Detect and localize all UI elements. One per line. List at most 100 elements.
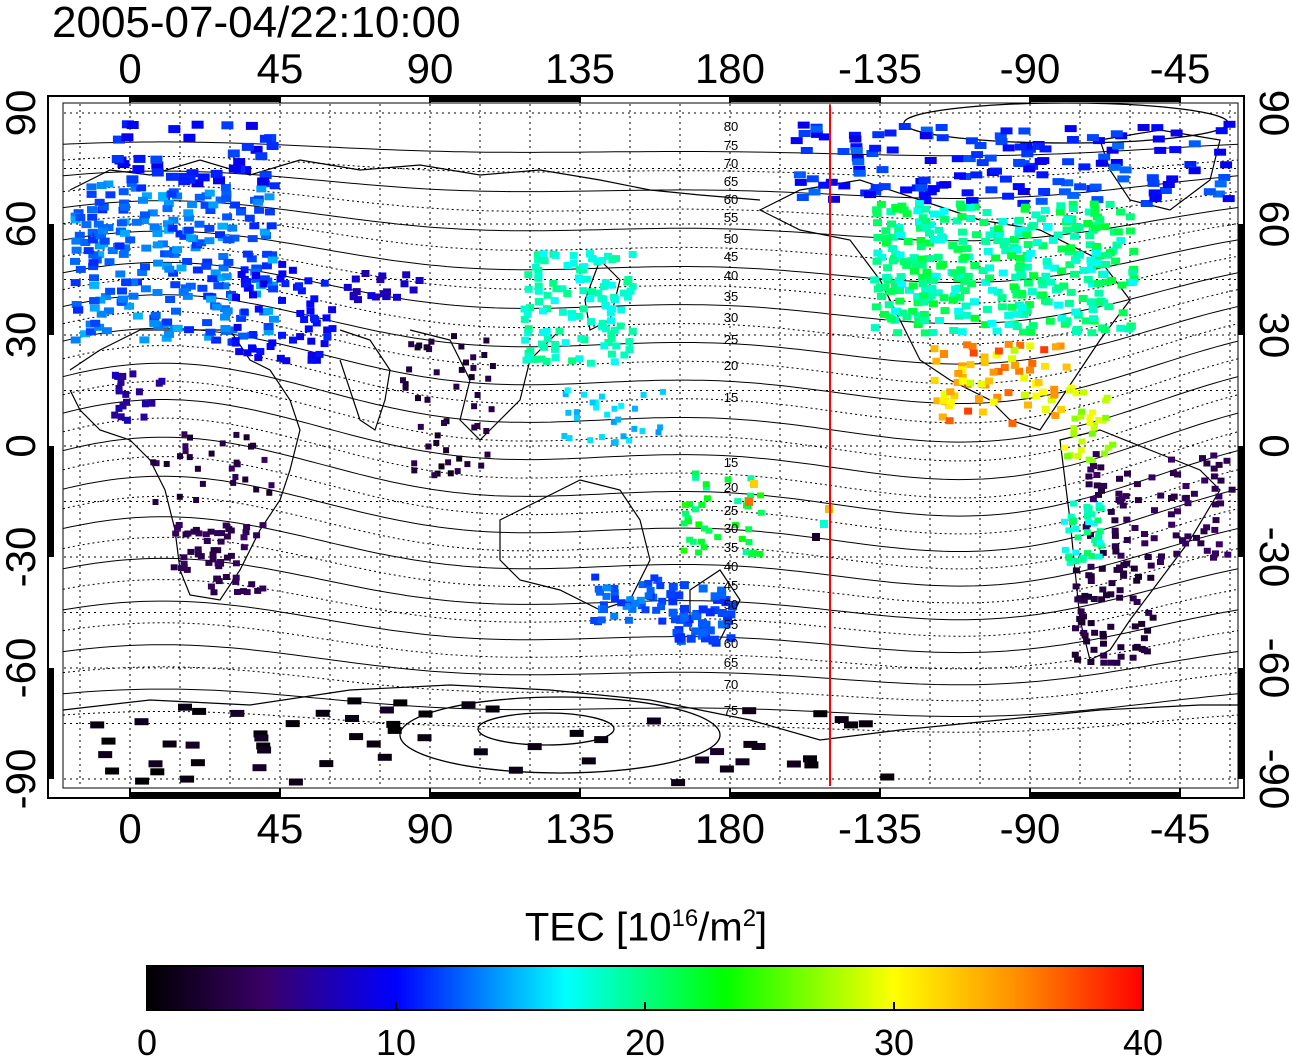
tec-cell xyxy=(1067,513,1075,520)
tec-cell xyxy=(717,586,727,595)
tec-cell xyxy=(177,453,183,460)
tec-cell xyxy=(575,266,584,274)
tec-cell xyxy=(253,532,261,539)
tec-cell xyxy=(681,502,689,509)
tec-cell xyxy=(1120,572,1128,579)
tec-cell xyxy=(631,405,638,412)
tec-cell xyxy=(940,390,949,398)
tec-cell xyxy=(241,142,254,151)
tec-cell xyxy=(617,599,626,607)
tec-cell xyxy=(919,298,929,306)
tec-cell xyxy=(1066,244,1076,252)
contour-label: 55 xyxy=(724,210,738,225)
tec-cell xyxy=(1083,275,1093,283)
tec-cell xyxy=(940,215,949,223)
tec-cell xyxy=(1104,303,1114,311)
tec-cell xyxy=(992,351,1001,359)
tec-cell xyxy=(119,199,130,207)
tec-cell xyxy=(981,278,991,286)
tec-cell xyxy=(916,224,925,232)
tec-cell xyxy=(1071,225,1081,233)
tec-cell xyxy=(1129,595,1137,602)
tec-cell xyxy=(899,206,909,214)
tec-cell xyxy=(1051,343,1060,351)
tec-cell xyxy=(117,413,125,421)
tec-cell xyxy=(994,132,1007,140)
tec-cell xyxy=(1113,659,1121,666)
tec-cell xyxy=(264,208,275,216)
frame-bar-top xyxy=(1030,96,1180,102)
tec-cell xyxy=(94,198,105,206)
tec-cell xyxy=(888,233,898,241)
tec-cell xyxy=(958,373,967,381)
tec-cell xyxy=(574,414,580,421)
tec-cell xyxy=(233,158,246,167)
tec-cell xyxy=(569,729,584,737)
tec-cell xyxy=(928,277,938,285)
tec-cell xyxy=(1040,346,1049,354)
tec-cell xyxy=(1072,549,1080,556)
tec-cell xyxy=(228,465,235,472)
tec-cell xyxy=(853,165,866,173)
tec-cell xyxy=(957,213,967,221)
tec-cell xyxy=(875,283,885,291)
tec-cell xyxy=(117,287,127,295)
tec-cell xyxy=(304,277,313,285)
colorbar-tick-label: 20 xyxy=(625,1022,665,1057)
tec-cell xyxy=(589,399,596,406)
tec-cell xyxy=(89,304,100,312)
tec-cell xyxy=(790,137,803,145)
tec-cell xyxy=(221,195,232,203)
tec-cell xyxy=(250,145,263,154)
tec-cell xyxy=(1091,537,1099,543)
tec-cell xyxy=(138,196,148,204)
tec-cell xyxy=(1098,324,1108,332)
tec-cell xyxy=(994,347,1003,355)
tec-cell xyxy=(194,465,201,472)
tec-cell xyxy=(1086,420,1094,426)
tec-cell xyxy=(1137,124,1150,131)
tec-cell xyxy=(434,432,441,439)
coastline xyxy=(499,479,651,611)
tec-cell xyxy=(1008,355,1016,363)
tec-cell xyxy=(965,137,978,145)
tec-cell xyxy=(691,627,701,636)
tec-cell xyxy=(182,443,189,450)
tec-cell xyxy=(186,169,199,178)
tec-cell xyxy=(150,459,157,466)
tec-cell xyxy=(162,205,173,213)
tec-cell xyxy=(1108,163,1121,171)
tec-cell xyxy=(252,271,260,279)
tec-cell xyxy=(93,220,104,228)
tec-cell xyxy=(1149,195,1162,203)
tec-cell xyxy=(205,328,216,336)
tec-cell xyxy=(1090,209,1100,217)
tec-cell xyxy=(975,395,983,403)
tec-cell xyxy=(751,743,766,750)
tec-cell xyxy=(935,317,944,324)
tec-cell xyxy=(956,266,966,274)
tec-cell xyxy=(968,343,977,350)
tec-cell xyxy=(714,534,722,541)
tec-cell xyxy=(892,205,902,213)
tec-cell xyxy=(617,306,626,314)
tec-cell xyxy=(250,442,257,449)
tec-cell xyxy=(1113,228,1123,236)
tec-cell xyxy=(87,206,97,214)
tec-cell xyxy=(927,285,937,292)
tec-cell xyxy=(276,354,285,362)
tec-cell xyxy=(1024,301,1034,309)
tec-cell xyxy=(1017,272,1027,280)
tec-cell xyxy=(738,535,746,542)
tec-cell xyxy=(938,260,948,268)
tec-cell xyxy=(1081,592,1089,599)
tec-cell xyxy=(304,325,313,333)
tec-cell xyxy=(112,135,125,144)
tec-cell xyxy=(187,434,193,441)
tec-cell xyxy=(692,474,700,481)
tec-cell xyxy=(581,391,588,398)
tec-cell xyxy=(70,336,81,344)
tec-cell xyxy=(870,324,880,332)
tec-cell xyxy=(180,564,188,571)
tec-cell xyxy=(1062,226,1072,234)
